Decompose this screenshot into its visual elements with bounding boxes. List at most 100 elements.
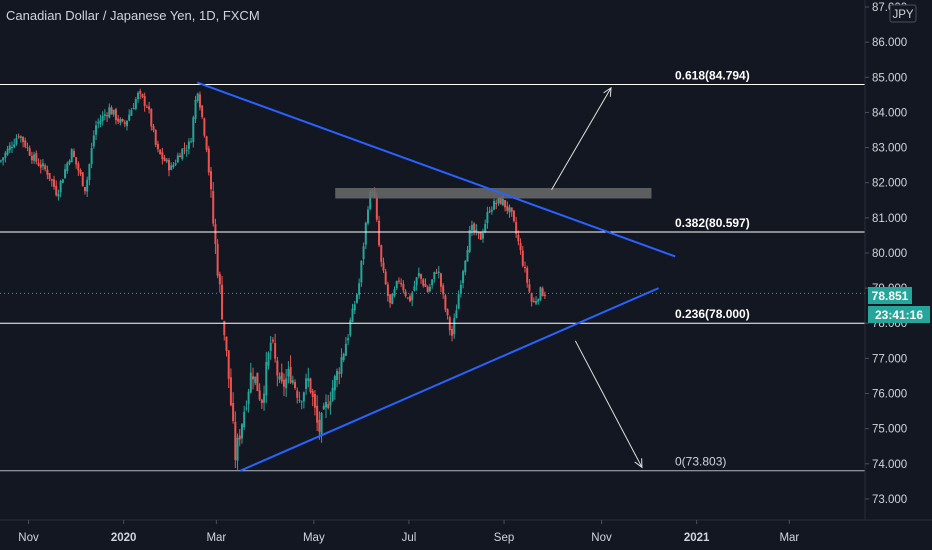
candle-body (77, 163, 80, 171)
arrow-down[interactable] (574, 340, 643, 469)
trendline-lower[interactable] (239, 287, 659, 472)
candle-body (97, 122, 100, 124)
price-tick-label: 74.000 (872, 459, 907, 471)
price-axis[interactable]: 87.00086.00085.00084.00083.00082.00081.0… (865, 2, 907, 506)
currency-badge[interactable]: JPY (889, 4, 917, 23)
candle-body (515, 222, 518, 234)
candle-body (108, 107, 111, 118)
candle-body (349, 320, 352, 336)
candle-body (521, 250, 524, 266)
candle-body (187, 141, 190, 149)
candle-body (313, 394, 316, 408)
candle-body (130, 110, 133, 116)
time-tick-label: Mar (206, 532, 226, 544)
candle-body (112, 109, 115, 115)
candle-body (504, 200, 507, 208)
candle-body (225, 336, 228, 351)
candle-body (302, 392, 305, 402)
candle-body (183, 148, 186, 150)
candle-body (137, 92, 140, 100)
price-tick-label: 84.000 (872, 107, 907, 119)
candle-body (446, 309, 449, 316)
candle-body (201, 105, 204, 118)
candle-body (488, 211, 491, 213)
candle-body (291, 380, 294, 384)
candle-body (229, 377, 232, 406)
candle-body (152, 125, 155, 131)
candle-body (274, 343, 277, 359)
candle-body (212, 191, 215, 224)
price-tick-label: 81.000 (872, 213, 907, 225)
candle-body (161, 152, 164, 159)
candle-body (11, 147, 14, 149)
candle-body (329, 401, 332, 406)
fib-level-label: 0.236(78.000) (675, 307, 750, 321)
candle-body (256, 372, 259, 391)
candle-body (176, 155, 179, 163)
candle-body (86, 179, 89, 192)
candle-body (355, 294, 358, 303)
time-tick-label: May (303, 532, 325, 544)
candle-body (541, 288, 544, 297)
candle-body (59, 181, 62, 193)
candle-body (57, 193, 60, 197)
candle-body (528, 284, 531, 292)
candle-body (17, 136, 20, 138)
candle-body (391, 293, 394, 305)
candle-body (439, 273, 442, 287)
time-axis[interactable]: Nov 2020 Mar May Jul Sep Nov 2021 Mar (18, 520, 799, 544)
candle-body (271, 339, 274, 342)
candle-body (192, 117, 195, 142)
time-tick-label: Mar (779, 532, 799, 544)
fib-level-label: 0(73.803) (675, 455, 726, 469)
candle-body (221, 284, 224, 320)
candle-body (247, 391, 250, 405)
candle-body (481, 233, 484, 239)
currency-label: JPY (892, 9, 913, 21)
candle-body (338, 372, 341, 374)
candle-body (305, 378, 308, 389)
candle-body (307, 378, 310, 382)
candle-body (238, 435, 241, 440)
candle-body (493, 200, 496, 210)
candle-body (285, 378, 288, 389)
candle-body (378, 220, 381, 246)
candle-body (265, 361, 268, 396)
candle-body (139, 90, 142, 94)
candle-body (344, 343, 347, 356)
arrow-shaft (551, 87, 612, 190)
candle-body (276, 360, 279, 376)
candle-body (110, 107, 113, 115)
candle-body (185, 149, 188, 151)
candle-body (322, 405, 325, 410)
price-tick-label: 80.000 (872, 248, 907, 260)
price-tick-label: 73.000 (872, 494, 907, 506)
candle-body (484, 224, 487, 232)
candle-body (289, 366, 292, 383)
candle-body (406, 297, 409, 299)
drawings[interactable]: 0.618(84.794) 0.382(80.597) 0.236(78.000) 0… (0, 69, 865, 472)
candle-body (121, 118, 124, 122)
candle-body (466, 250, 469, 262)
chart-title: Canadian Dollar / Japanese Yen, 1D, FXCM (6, 8, 260, 23)
candle-body (340, 357, 343, 374)
arrow-up[interactable] (551, 86, 612, 190)
resistance-zone[interactable] (335, 187, 652, 199)
candle-body (132, 108, 135, 110)
candle-body (125, 120, 128, 126)
candle-body (216, 243, 219, 276)
candle-body (106, 114, 109, 117)
candle-body (143, 96, 146, 106)
candle-body (318, 419, 321, 432)
arrow-head (603, 86, 612, 97)
candle-body (159, 149, 162, 154)
candle-body (4, 152, 7, 158)
candle-body (358, 283, 361, 295)
candle-body (362, 246, 365, 260)
candle-body (196, 93, 199, 101)
candle-body (55, 185, 58, 196)
trendline-upper[interactable] (196, 81, 676, 258)
candle-body (24, 140, 27, 147)
candle-body (404, 291, 407, 297)
